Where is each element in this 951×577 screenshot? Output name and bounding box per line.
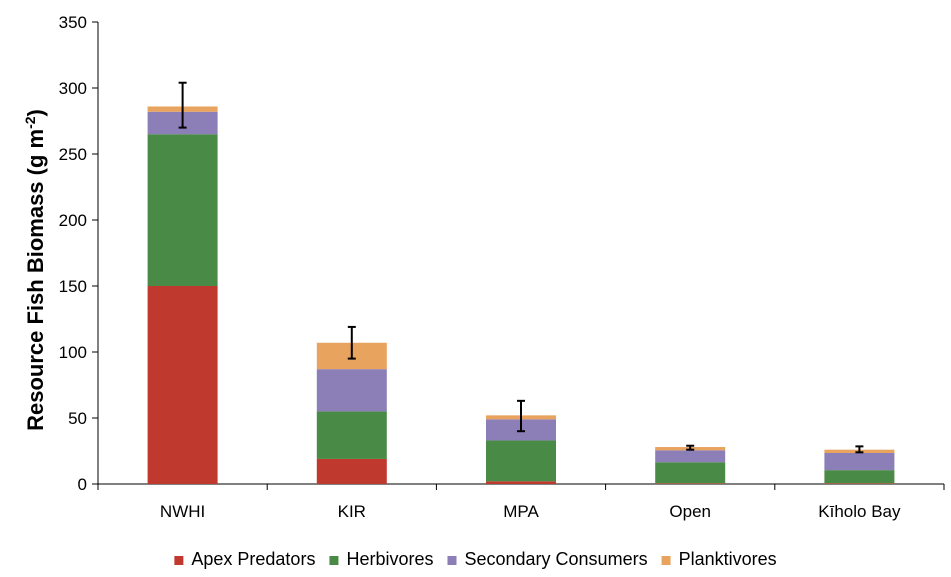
legend-label-secondary-consumers: Secondary Consumers [464,549,647,569]
y-tick-label: 50 [68,409,87,428]
x-tick-label: MPA [503,502,539,521]
bar-segment-apex-predators [655,483,726,484]
bar-segment-apex-predators [824,483,895,484]
x-tick-label: Kīholo Bay [818,502,901,521]
bar-segment-secondary-consumers [316,369,387,412]
bar-segment-secondary-consumers [655,450,726,463]
y-tick-label: 0 [78,475,87,494]
x-tick-label: Open [669,502,711,521]
legend-swatch-secondary-consumers [447,556,457,565]
y-axis-title-suffix: ) [23,109,48,116]
legend-swatch-herbivores [329,556,339,565]
legend-label-apex-predators: Apex Predators [191,549,315,569]
bar-segment-apex-predators [486,481,556,484]
legend-swatch-planktivores [661,556,671,565]
legend-label-herbivores: Herbivores [346,549,433,569]
bar-segment-herbivores [147,134,218,286]
legend: Apex Predators Herbivores Secondary Consum… [174,549,777,569]
x-tick-label: NWHI [160,502,205,521]
y-axis-title-superscript: -2 [22,116,38,129]
y-tick-label: 200 [59,211,87,230]
y-tick-label: 350 [59,13,87,32]
bar-segment-herbivores [824,470,895,484]
y-tick-label: 100 [59,343,87,362]
y-axis-title-main: Resource Fish Biomass (g m [23,129,48,431]
bar-segment-herbivores [486,440,556,482]
y-tick-label: 300 [59,79,87,98]
plot-area: 0 50 100 150 200 250 300 350 NWHI KIR MPA Open Kīhol… [59,13,945,521]
svg-text:Resource Fish Biomass (g m-2): Resource Fish Biomass (g m-2) [22,109,48,431]
bar-segment-herbivores [655,462,726,484]
bar-segment-herbivores [316,411,387,459]
y-axis-title: Resource Fish Biomass (g m-2) [22,109,48,431]
legend-label-planktivores: Planktivores [679,549,777,569]
y-tick-label: 150 [59,277,87,296]
y-tick-label: 250 [59,145,87,164]
bar-segment-apex-predators [147,286,218,484]
bar-segment-apex-predators [316,458,387,484]
x-tick-label: KIR [338,502,366,521]
bar-segment-secondary-consumers [824,452,895,471]
legend-swatch-apex-predators [174,556,184,565]
